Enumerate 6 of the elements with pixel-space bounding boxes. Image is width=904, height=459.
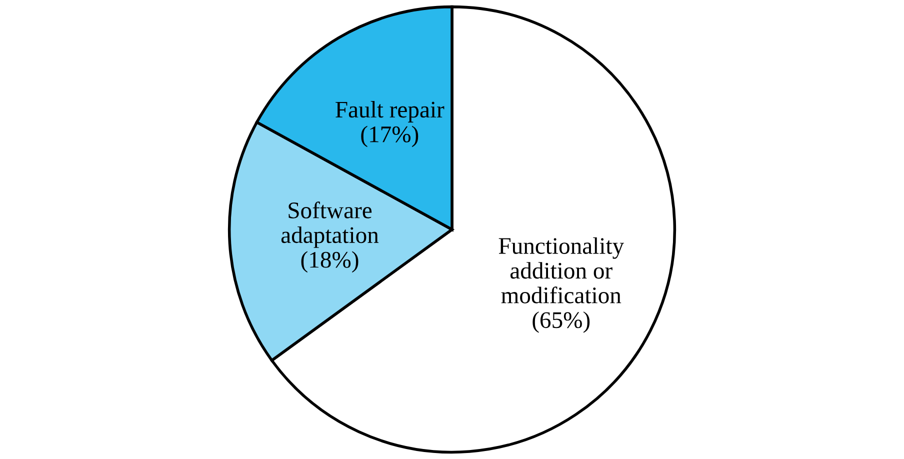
slice-label: Software adaptation (281, 202, 379, 248)
slice-label: Fault repair (336, 101, 444, 122)
slice-label: Functionality addition or modification (498, 237, 624, 304)
data-label: (65%) (532, 311, 590, 333)
data-label: (18%) (301, 251, 358, 273)
data-label: (17%) (361, 126, 418, 148)
